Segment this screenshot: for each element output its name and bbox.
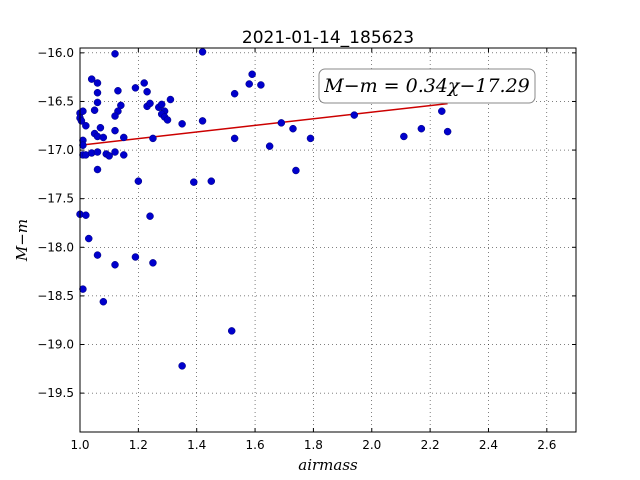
data-point <box>163 116 172 124</box>
x-tick-label: 1.6 <box>246 438 265 452</box>
data-point <box>79 285 87 293</box>
data-point <box>178 120 186 128</box>
x-tick-label: 2.6 <box>537 438 556 452</box>
x-tick-label: 1.2 <box>129 438 148 452</box>
data-point <box>198 48 207 56</box>
data-point <box>166 95 175 104</box>
annotation-frame <box>318 68 536 104</box>
data-point <box>79 107 87 115</box>
data-point <box>111 261 119 269</box>
data-point <box>82 211 90 219</box>
y-tick-label: −18.0 <box>37 240 74 254</box>
data-point <box>149 259 157 267</box>
data-point <box>277 119 286 127</box>
data-point <box>417 124 426 133</box>
data-point <box>227 327 236 335</box>
data-point <box>146 212 154 220</box>
data-point <box>96 123 105 132</box>
x-tick-label: 1.8 <box>304 438 323 452</box>
data-point <box>157 100 166 109</box>
y-tick-label: −18.5 <box>37 289 74 303</box>
data-point <box>198 117 207 125</box>
x-tick-label: 2.0 <box>362 438 381 452</box>
chart-title: 2021-01-14_185623 <box>242 28 414 48</box>
data-point <box>79 141 87 149</box>
data-point <box>99 297 108 306</box>
plot-frame <box>79 47 577 433</box>
data-point <box>306 134 315 143</box>
data-point <box>230 134 239 143</box>
data-point <box>134 177 143 185</box>
data-point <box>207 177 216 185</box>
annotation-box: M−m = 0.34χ−17.29 <box>318 68 536 104</box>
data-point <box>111 50 119 58</box>
data-point <box>111 126 119 135</box>
data-point <box>85 234 93 243</box>
data-point <box>245 80 253 88</box>
ticks <box>79 48 576 432</box>
plot-area <box>80 48 576 432</box>
data-point <box>257 81 265 89</box>
data-point <box>146 99 154 108</box>
data-point <box>114 87 122 95</box>
x-tick-label: 1.0 <box>70 438 89 452</box>
fit-line-layer <box>79 102 448 146</box>
data-point <box>90 106 99 114</box>
data-point <box>93 98 102 107</box>
y-axis-label: M−m <box>13 219 31 262</box>
x-tick-label: 2.2 <box>421 438 440 452</box>
y-tick-label: −19.5 <box>37 386 74 400</box>
data-point <box>230 89 239 98</box>
data-point <box>400 132 408 141</box>
y-tick-label: −17.5 <box>37 192 74 206</box>
x-tick-label: 1.4 <box>187 438 206 452</box>
data-point <box>350 111 359 119</box>
data-point <box>82 122 90 130</box>
data-point <box>93 148 102 156</box>
data-point <box>131 253 140 261</box>
y-tick-label: −16.5 <box>37 94 74 108</box>
data-point <box>105 152 113 160</box>
data-point <box>120 133 128 142</box>
data-point <box>111 112 119 120</box>
data-point <box>443 127 452 136</box>
data-point <box>190 178 198 186</box>
data-point <box>438 107 446 115</box>
y-tick-label: −17.0 <box>37 143 74 157</box>
annotation-text: M−m = 0.34χ−17.29 <box>323 75 530 97</box>
x-tick-label: 2.4 <box>479 438 498 452</box>
y-tick-label: −19.0 <box>37 338 74 352</box>
data-point <box>149 134 157 143</box>
data-point <box>265 142 274 150</box>
data-point <box>93 88 102 97</box>
data-point <box>140 79 148 87</box>
data-point <box>143 87 151 96</box>
x-axis-label: airmass <box>298 456 358 474</box>
y-tick-label: −16.0 <box>37 46 74 60</box>
data-point <box>93 251 102 259</box>
data-point <box>248 70 256 78</box>
data-point <box>93 165 102 174</box>
x-tick-labels: 1.0 1.2 1.4 1.6 1.8 2.0 2.2 2.4 2.6 <box>70 438 556 452</box>
data-point <box>93 79 102 87</box>
data-point <box>120 151 128 159</box>
data-point <box>87 75 96 83</box>
data-point <box>111 148 119 156</box>
data-point <box>99 133 108 142</box>
y-tick-labels: −16.0 −16.5 −17.0 −17.5 −18.0 −18.5 −19.0 −19.5 <box>37 46 74 400</box>
fit-line <box>79 102 448 146</box>
data-point <box>131 84 140 92</box>
data-point <box>289 124 297 133</box>
data-point <box>292 166 300 175</box>
data-point <box>178 362 186 370</box>
